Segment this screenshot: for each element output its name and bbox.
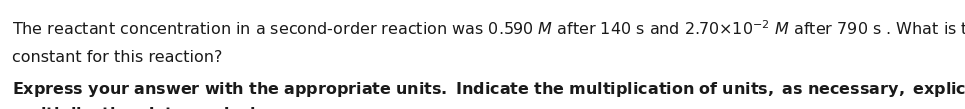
- Text: constant for this reaction?: constant for this reaction?: [12, 50, 222, 65]
- Text: The reactant concentration in a second-order reaction was 0.590 $\mathit{M}$ aft: The reactant concentration in a second-o…: [12, 20, 965, 38]
- Text: $\mathbf{Express\ your\ answer\ with\ the\ appropriate\ units.\ Indicate\ the\ m: $\mathbf{Express\ your\ answer\ with\ th…: [12, 80, 965, 99]
- Text: $\mathbf{multiplication\ dot\ or\ a\ dash.}$: $\mathbf{multiplication\ dot\ or\ a\ das…: [12, 105, 266, 109]
